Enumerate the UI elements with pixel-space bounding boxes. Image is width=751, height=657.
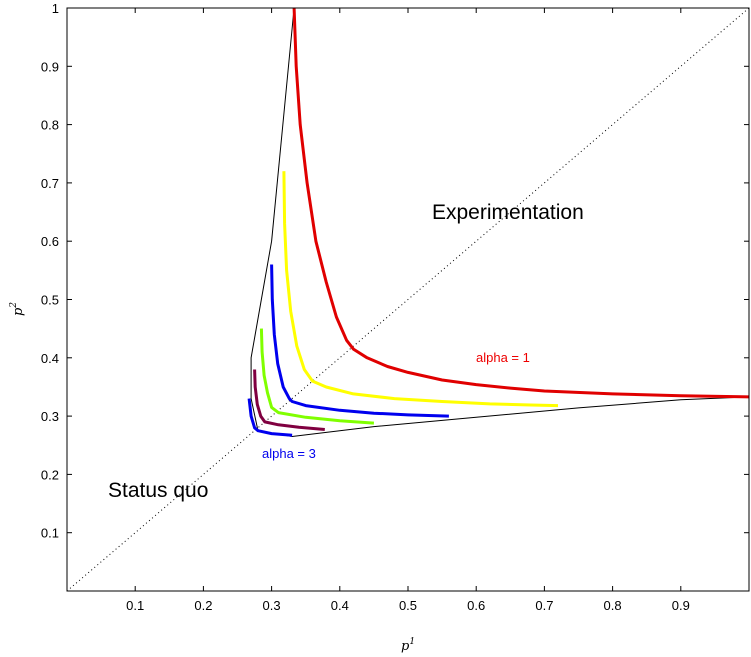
y-tick-label: 0.8	[41, 118, 59, 133]
x-axis-title-sup: 1	[409, 637, 415, 647]
boundary-line	[250, 7, 750, 438]
diagonal-line	[66, 7, 750, 592]
region-label-status-quo: Status quo	[108, 479, 208, 502]
y-tick-label: 0.7	[41, 176, 59, 191]
series-line-1	[292, 7, 750, 399]
series-line-5	[253, 369, 325, 431]
x-axis-title-base: p	[401, 639, 410, 654]
y-tick-label: 0.4	[41, 351, 59, 366]
plot-area	[66, 7, 750, 592]
region-label-experimentation: Experimentation	[432, 201, 584, 224]
y-tick-label: 0.1	[41, 526, 59, 541]
x-tick-label: 0.6	[467, 598, 485, 613]
x-tick-label: 0.8	[604, 598, 622, 613]
curve-label-alpha-3: alpha = 3	[262, 446, 316, 461]
series-line-2	[282, 171, 559, 408]
x-tick-label: 0.7	[535, 598, 553, 613]
y-tick-label: 0.3	[41, 409, 59, 424]
labels: Experimentation Status quo alpha = 1 alp…	[9, 201, 584, 654]
x-tick-label: 0.2	[194, 598, 212, 613]
y-axis-title-sup: 2	[9, 302, 19, 309]
axis-ticks: 0.1 0.2 0.3 0.4 0.5 0.6 0.7 0.8 0.9 0.1 0.2 0.3 0.4 0…	[41, 1, 749, 613]
x-tick-label: 0.5	[399, 598, 417, 613]
x-tick-label: 0.9	[672, 598, 690, 613]
x-tick-label: 0.1	[126, 598, 144, 613]
y-tick-label: 0.6	[41, 234, 59, 249]
y-axis-title-base: p	[11, 307, 26, 316]
series-line-6	[247, 398, 293, 437]
x-tick-label: 0.3	[263, 598, 281, 613]
x-tick-label: 0.4	[331, 598, 349, 613]
y-axis-title: p2	[9, 302, 26, 316]
y-tick-label: 1	[52, 1, 59, 16]
curve-label-alpha-1: alpha = 1	[476, 350, 530, 365]
y-tick-label: 0.9	[41, 59, 59, 74]
x-axis-title: p1	[401, 637, 415, 654]
series-line-3	[270, 264, 449, 418]
y-tick-label: 0.5	[41, 293, 59, 308]
y-tick-label: 0.2	[41, 467, 59, 482]
series-line-4	[259, 328, 375, 425]
